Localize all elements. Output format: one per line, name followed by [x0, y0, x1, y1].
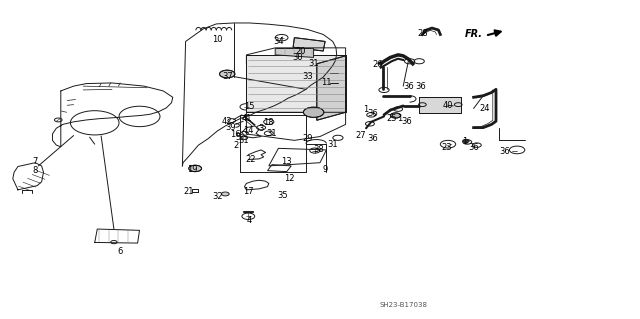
Polygon shape: [246, 55, 346, 112]
Text: 23: 23: [442, 143, 452, 152]
Circle shape: [421, 99, 449, 113]
Text: 26: 26: [372, 60, 383, 69]
Text: 13: 13: [282, 157, 292, 166]
Text: 19: 19: [187, 165, 197, 174]
Text: 25: 25: [387, 114, 397, 122]
Text: 38: 38: [314, 145, 324, 154]
Circle shape: [390, 113, 401, 118]
Text: 42: 42: [222, 117, 232, 126]
Polygon shape: [275, 48, 314, 57]
Text: 34: 34: [273, 37, 284, 46]
Text: 31: 31: [266, 130, 276, 138]
Text: 21: 21: [184, 187, 194, 196]
Text: 1: 1: [397, 114, 402, 122]
Text: 14: 14: [243, 126, 253, 135]
Text: 27: 27: [356, 131, 366, 140]
Text: 41: 41: [241, 114, 252, 122]
Text: 6: 6: [118, 247, 123, 256]
Circle shape: [189, 165, 202, 172]
Text: 40: 40: [443, 101, 453, 110]
Text: 36: 36: [403, 82, 413, 91]
Text: 20: 20: [296, 47, 306, 56]
Text: 36: 36: [416, 82, 426, 91]
Circle shape: [303, 107, 324, 117]
Polygon shape: [419, 97, 461, 113]
Text: 36: 36: [468, 143, 479, 152]
Text: 4: 4: [247, 216, 252, 225]
Text: 10: 10: [212, 35, 223, 44]
Text: 36: 36: [367, 109, 378, 118]
Text: 29: 29: [302, 134, 312, 143]
Text: 30: 30: [292, 53, 303, 62]
Text: 5: 5: [236, 133, 241, 142]
Text: 1: 1: [364, 105, 369, 114]
Text: 39: 39: [225, 123, 236, 132]
Text: 32: 32: [212, 192, 223, 201]
Text: 37: 37: [222, 72, 232, 81]
Text: 24: 24: [480, 104, 490, 113]
Text: 28: 28: [417, 29, 428, 38]
Text: 2: 2: [233, 141, 238, 150]
Text: 31: 31: [238, 137, 248, 145]
Polygon shape: [293, 38, 325, 51]
Text: 36: 36: [367, 134, 378, 143]
Text: 36: 36: [402, 117, 412, 126]
Circle shape: [463, 139, 469, 143]
Text: 1: 1: [462, 137, 467, 146]
Circle shape: [220, 70, 235, 78]
Text: 18: 18: [264, 118, 274, 127]
Text: 36: 36: [499, 147, 509, 156]
Text: 31: 31: [328, 140, 338, 149]
Text: 17: 17: [243, 187, 253, 196]
Text: 11: 11: [321, 78, 332, 87]
Text: SH23-B17038: SH23-B17038: [379, 302, 428, 308]
Text: 22: 22: [246, 155, 256, 164]
Text: 12: 12: [284, 174, 294, 183]
Text: FR.: FR.: [465, 29, 483, 39]
Text: 7: 7: [33, 157, 38, 166]
Text: 3: 3: [259, 124, 264, 133]
Text: 35: 35: [278, 191, 288, 200]
Text: 9: 9: [323, 165, 328, 174]
Text: 16: 16: [230, 130, 241, 139]
Text: 8: 8: [33, 166, 38, 175]
Polygon shape: [317, 56, 346, 120]
Text: 15: 15: [244, 102, 255, 111]
Text: 31: 31: [308, 59, 319, 68]
Text: 33: 33: [302, 72, 312, 81]
